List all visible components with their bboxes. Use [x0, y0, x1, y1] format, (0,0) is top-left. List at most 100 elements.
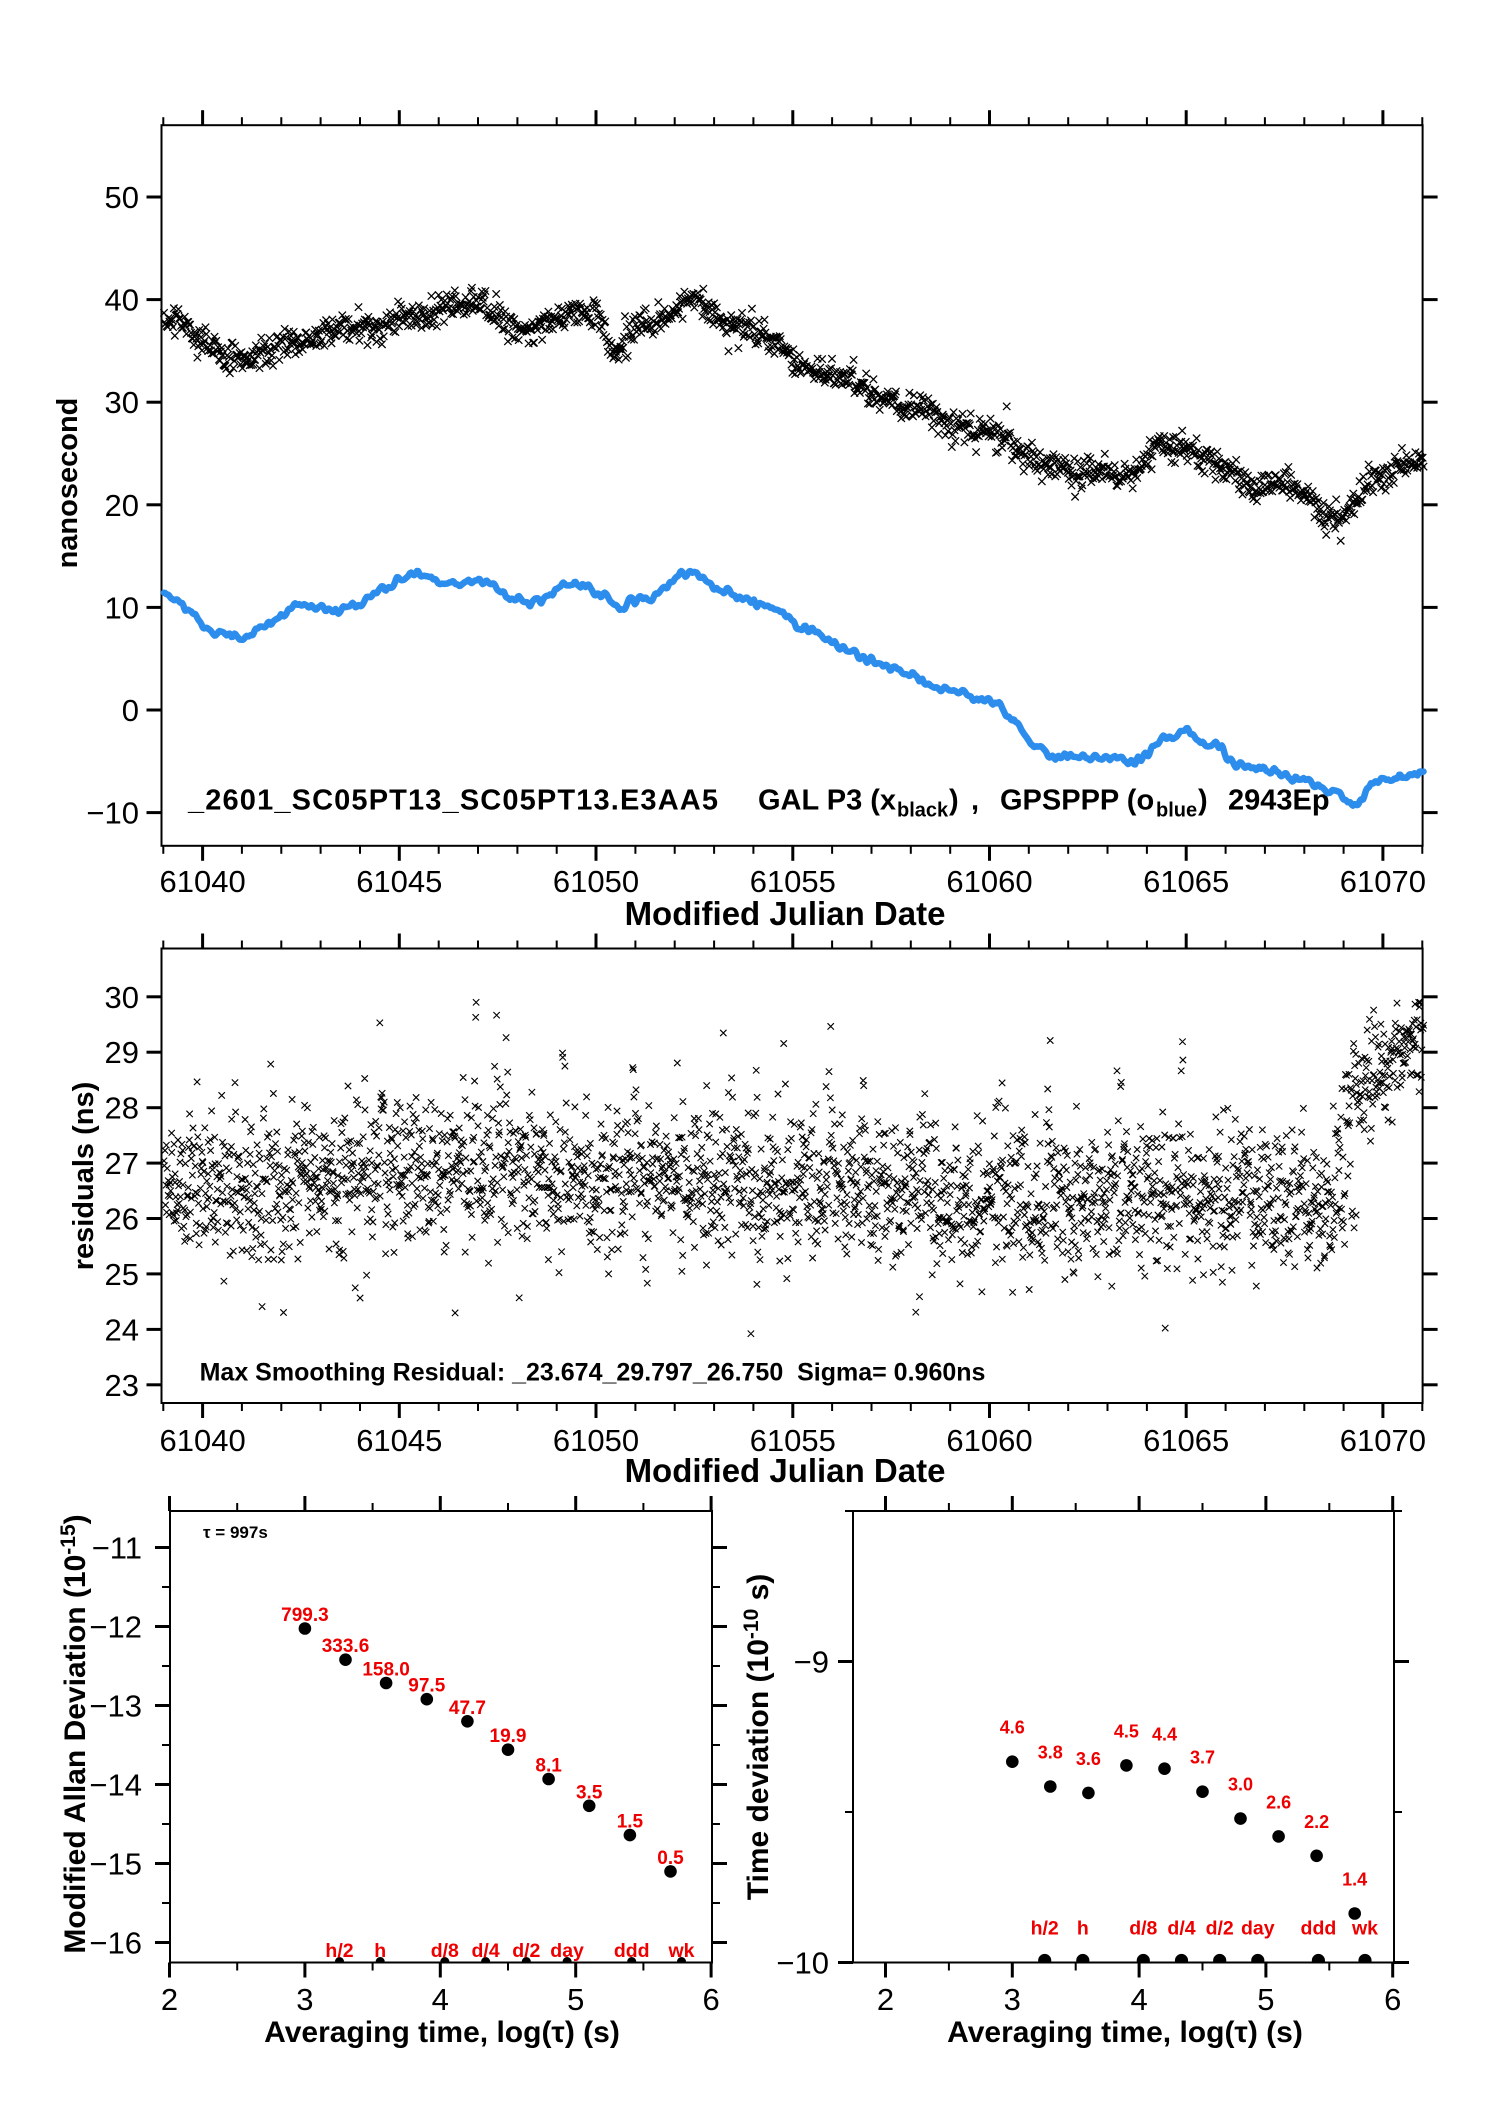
svg-text:d/4: d/4: [1167, 1917, 1195, 1939]
svg-text:40: 40: [105, 283, 139, 318]
svg-text:61050: 61050: [553, 1423, 639, 1458]
svg-text:ddd: ddd: [1301, 1917, 1337, 1939]
svg-text:d/8: d/8: [1129, 1917, 1157, 1939]
svg-text:2: 2: [877, 1982, 894, 2017]
svg-text:−10: −10: [776, 1946, 829, 1981]
svg-text:26: 26: [105, 1202, 139, 1237]
svg-text:30: 30: [105, 980, 139, 1015]
svg-text:wk: wk: [1351, 1917, 1378, 1939]
svg-text:_2601_SC05PT13_SC05PT13.E3AA5: _2601_SC05PT13_SC05PT13.E3AA5: [187, 785, 718, 817]
svg-text:4: 4: [1130, 1982, 1147, 2017]
svg-text:GAL P3 (x: GAL P3 (x: [758, 785, 896, 817]
svg-text:Modified Julian Date: Modified Julian Date: [625, 895, 946, 932]
svg-text:h: h: [374, 1940, 386, 1962]
svg-text:Modified Julian Date: Modified Julian Date: [625, 1452, 946, 1489]
svg-text:20: 20: [105, 488, 139, 523]
svg-text:−16: −16: [89, 1926, 142, 1961]
svg-text:4.5: 4.5: [1114, 1721, 1139, 1741]
svg-text:day: day: [550, 1940, 584, 1962]
svg-text:61070: 61070: [1340, 1423, 1426, 1458]
svg-text:blue: blue: [1156, 800, 1197, 822]
svg-text:29: 29: [105, 1035, 139, 1070]
svg-text:): ): [1198, 785, 1208, 817]
svg-text:6: 6: [1384, 1982, 1401, 2017]
svg-text:−9: −9: [794, 1645, 829, 1680]
svg-text:ddd: ddd: [614, 1940, 650, 1962]
svg-text:61040: 61040: [159, 1423, 245, 1458]
svg-text:3.7: 3.7: [1190, 1748, 1215, 1768]
svg-text:): ): [949, 785, 959, 817]
svg-text:3.8: 3.8: [1038, 1743, 1063, 1763]
svg-text:h/2: h/2: [1031, 1917, 1059, 1939]
svg-text:799.3: 799.3: [281, 1605, 329, 1626]
svg-text:wk: wk: [667, 1940, 694, 1962]
svg-text:3.5: 3.5: [576, 1782, 603, 1803]
svg-text:0.5: 0.5: [657, 1848, 684, 1869]
svg-text:2.6: 2.6: [1266, 1792, 1291, 1812]
svg-text:61060: 61060: [946, 1423, 1032, 1458]
svg-text:61045: 61045: [356, 1423, 442, 1458]
svg-text:Averaging time, log(τ) (s): Averaging time, log(τ) (s): [264, 2016, 620, 2049]
svg-text:−11: −11: [92, 1531, 142, 1566]
svg-text:61065: 61065: [1143, 1423, 1229, 1458]
svg-text:61070: 61070: [1340, 864, 1426, 899]
svg-text:47.7: 47.7: [449, 1698, 486, 1719]
svg-text:2.2: 2.2: [1304, 1812, 1329, 1832]
svg-text:d/2: d/2: [1206, 1917, 1234, 1939]
svg-text:4.6: 4.6: [1000, 1718, 1025, 1738]
svg-text:h: h: [1077, 1917, 1089, 1939]
svg-text:4: 4: [432, 1982, 449, 2017]
svg-text:residuals (ns): residuals (ns): [68, 1082, 100, 1271]
svg-text:61040: 61040: [159, 864, 245, 899]
svg-text:50: 50: [105, 180, 139, 215]
svg-text:0: 0: [122, 693, 139, 728]
svg-text:,: ,: [971, 785, 979, 817]
svg-text:−15: −15: [89, 1847, 142, 1882]
svg-text:d/8: d/8: [431, 1940, 459, 1962]
svg-text:158.0: 158.0: [362, 1660, 410, 1681]
svg-text:1.4: 1.4: [1342, 1870, 1367, 1890]
svg-text:3.6: 3.6: [1076, 1749, 1101, 1769]
svg-text:d/2: d/2: [512, 1940, 540, 1962]
svg-text:61055: 61055: [750, 1423, 836, 1458]
svg-text:10: 10: [105, 590, 139, 625]
svg-text:23: 23: [105, 1368, 139, 1403]
svg-text:27: 27: [105, 1146, 139, 1181]
svg-text:5: 5: [1257, 1982, 1274, 2017]
svg-text:2943Ep: 2943Ep: [1228, 785, 1330, 817]
svg-text:τ = 997s: τ = 997s: [203, 1523, 268, 1542]
svg-text:black: black: [897, 800, 949, 822]
svg-text:19.9: 19.9: [490, 1726, 527, 1747]
svg-text:Modified Allan Deviation (10-1: Modified Allan Deviation (10-15): [57, 1514, 92, 1953]
svg-text:nanosecond: nanosecond: [52, 398, 84, 569]
svg-text:333.6: 333.6: [322, 1636, 370, 1657]
svg-text:30: 30: [105, 385, 139, 420]
svg-text:25: 25: [105, 1257, 139, 1292]
svg-text:4.4: 4.4: [1152, 1725, 1177, 1745]
svg-text:5: 5: [567, 1982, 584, 2017]
svg-text:d/4: d/4: [472, 1940, 500, 1962]
svg-text:GPSPPP (o: GPSPPP (o: [1000, 785, 1154, 817]
svg-text:61050: 61050: [553, 864, 639, 899]
svg-text:−13: −13: [89, 1689, 142, 1724]
svg-text:61060: 61060: [946, 864, 1032, 899]
svg-text:8.1: 8.1: [535, 1756, 562, 1777]
svg-text:Max Smoothing Residual: _23.67: Max Smoothing Residual: _23.674_29.797_2…: [200, 1359, 986, 1387]
svg-text:3: 3: [296, 1982, 313, 2017]
svg-text:3: 3: [1004, 1982, 1021, 2017]
svg-text:day: day: [1241, 1917, 1275, 1939]
svg-text:−14: −14: [89, 1768, 142, 1803]
svg-text:97.5: 97.5: [408, 1676, 445, 1697]
svg-text:6: 6: [702, 1982, 719, 2017]
svg-text:61055: 61055: [750, 864, 836, 899]
svg-text:−12: −12: [89, 1610, 142, 1645]
svg-text:61065: 61065: [1143, 864, 1229, 899]
svg-text:1.5: 1.5: [617, 1812, 644, 1833]
svg-text:3.0: 3.0: [1228, 1775, 1253, 1795]
svg-text:61045: 61045: [356, 864, 442, 899]
svg-text:28: 28: [105, 1091, 139, 1126]
svg-text:24: 24: [105, 1312, 139, 1347]
svg-text:−10: −10: [86, 796, 139, 831]
svg-text:Averaging time, log(τ) (s): Averaging time, log(τ) (s): [947, 2016, 1303, 2049]
svg-text:2: 2: [161, 1982, 178, 2017]
